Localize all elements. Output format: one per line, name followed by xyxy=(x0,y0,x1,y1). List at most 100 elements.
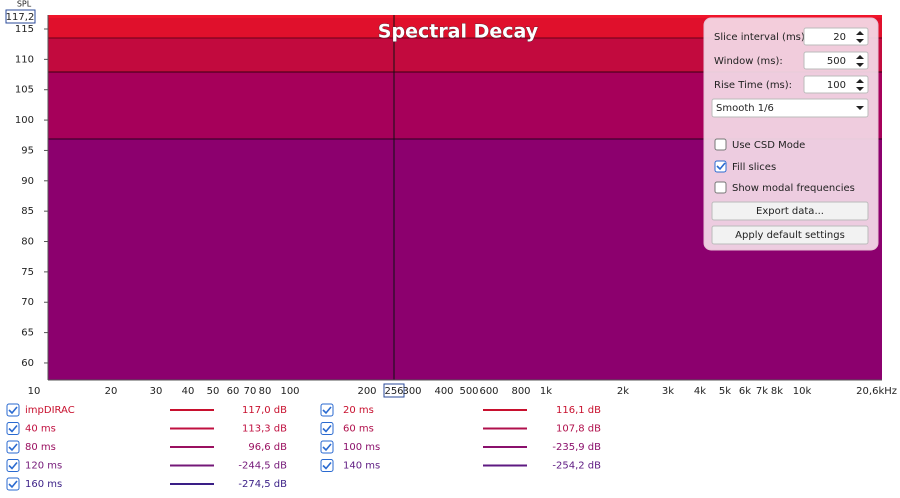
check-mark xyxy=(322,443,332,452)
plot-title: Spectral Decay xyxy=(378,21,539,43)
check-mark xyxy=(8,461,18,470)
dropdown-arrow xyxy=(856,106,864,110)
x-tick-label: 4k xyxy=(694,386,706,397)
series-value: 113,3 dB xyxy=(242,424,287,435)
x-tick-label: 400 xyxy=(434,386,453,397)
series-name[interactable]: 80 ms xyxy=(25,442,56,453)
checkbox-label[interactable]: Fill slices xyxy=(732,162,776,173)
checkbox-label[interactable]: Show modal frequencies xyxy=(732,183,855,194)
x-tick-label: 8k xyxy=(771,386,783,397)
x-ticks: 10 20 30 40 50 60 70 80 100 200 300 400 500 600 800 1k 2… xyxy=(28,386,897,397)
check-mark xyxy=(8,424,18,433)
x-tick-label: 5k xyxy=(719,386,731,397)
button[interactable] xyxy=(711,201,869,221)
series-value: -254,2 dB xyxy=(552,461,601,472)
checkbox[interactable] xyxy=(320,459,334,472)
button[interactable] xyxy=(711,225,869,245)
check-mark xyxy=(8,480,18,489)
checkbox[interactable] xyxy=(320,403,334,417)
series-value: 116,1 dB xyxy=(556,405,601,416)
check-mark xyxy=(322,406,332,415)
series-name[interactable]: impDIRAC xyxy=(25,405,75,416)
y-tick-label: 95 xyxy=(21,145,34,156)
y-tick-label: 70 xyxy=(21,297,34,308)
checkbox[interactable] xyxy=(6,477,20,491)
y-axis-label: SPL xyxy=(17,0,32,9)
x-tick-label: 1k xyxy=(540,386,552,397)
legend: impDIRAC 117,0 dB 20 ms 116,1 dB 40 ms 113,3 … xyxy=(6,403,601,491)
x-tick-label: 100 xyxy=(280,386,299,397)
x-tick-label: 70 xyxy=(244,386,257,397)
series-value: 96,6 dB xyxy=(248,442,287,453)
x-tick-label: 80 xyxy=(259,386,272,397)
check-mark xyxy=(716,162,726,171)
check-mark xyxy=(322,424,332,433)
spin-value[interactable]: 500 xyxy=(827,56,846,67)
slice-fill xyxy=(48,15,882,18)
y-tick-label: 80 xyxy=(21,237,34,248)
checkbox[interactable] xyxy=(714,138,727,151)
spinbox[interactable] xyxy=(803,75,869,94)
x-tick-label: 20 xyxy=(105,386,118,397)
spin-value[interactable]: 20 xyxy=(833,32,846,43)
checkbox[interactable] xyxy=(6,403,20,417)
button-label[interactable]: Export data... xyxy=(756,206,824,217)
button-label[interactable]: Apply default settings xyxy=(735,230,845,241)
spinbox[interactable] xyxy=(803,51,869,70)
x-tick-label: 50 xyxy=(207,386,220,397)
checkbox-label[interactable]: Use CSD Mode xyxy=(732,140,805,151)
y-tick-label: 110 xyxy=(15,54,34,65)
x-tick-label: 30 xyxy=(150,386,163,397)
checkbox[interactable] xyxy=(6,422,20,435)
checkbox[interactable] xyxy=(714,181,727,194)
x-tick-label: 40 xyxy=(182,386,195,397)
x-tick-label: 2k xyxy=(617,386,629,397)
series-value: -235,9 dB xyxy=(552,442,601,453)
series-name[interactable]: 100 ms xyxy=(343,442,380,453)
checkbox[interactable] xyxy=(320,422,334,435)
control-panel: Slice interval (ms): 20 Window (ms): 500… xyxy=(703,17,879,251)
cursor-y-box xyxy=(5,9,36,24)
x-tick-label: 800 xyxy=(511,386,530,397)
y-ticks: 115 110 105 100 95 90 85 80 75 70 65 60 xyxy=(15,24,48,369)
series-name[interactable]: 160 ms xyxy=(25,479,62,490)
dropdown-value[interactable]: Smooth 1/6 xyxy=(716,103,774,114)
x-tick-label: 10k xyxy=(793,386,812,397)
checkbox[interactable] xyxy=(6,440,20,454)
series-name[interactable]: 20 ms xyxy=(343,405,374,416)
cursor-x-value: 256 xyxy=(384,386,403,397)
y-tick-label: 105 xyxy=(15,85,34,96)
x-tick-label: 60 xyxy=(227,386,240,397)
slice-fill xyxy=(48,15,882,38)
dropdown[interactable] xyxy=(711,98,869,118)
label: Rise Time (ms): xyxy=(714,80,792,91)
x-tick-label: 6k xyxy=(739,386,751,397)
y-tick-label: 115 xyxy=(15,24,34,35)
spinbox[interactable] xyxy=(803,27,869,46)
series-value: 107,8 dB xyxy=(556,424,601,435)
y-tick-label: 100 xyxy=(15,115,34,126)
cursor-x-box xyxy=(383,383,405,398)
series-name[interactable]: 60 ms xyxy=(343,424,374,435)
x-tick-label: 600 xyxy=(479,386,498,397)
checkbox[interactable] xyxy=(714,160,727,173)
y-tick-label: 85 xyxy=(21,206,34,217)
x-tick-label: 10 xyxy=(28,386,41,397)
cursor-y-value: 117,2 xyxy=(6,12,35,23)
checkbox[interactable] xyxy=(6,459,20,472)
y-tick-label: 60 xyxy=(21,358,34,369)
check-mark xyxy=(8,406,18,415)
spin-arrows xyxy=(856,31,864,91)
series-name[interactable]: 140 ms xyxy=(343,461,380,472)
series-name[interactable]: 40 ms xyxy=(25,424,56,435)
y-tick-label: 75 xyxy=(21,267,34,278)
x-tick-label: 7k xyxy=(756,386,768,397)
checkbox[interactable] xyxy=(320,440,334,454)
y-tick-label: 65 xyxy=(21,328,34,339)
x-tick-label: 200 xyxy=(357,386,376,397)
check-mark xyxy=(8,443,18,452)
x-tick-label: 300 xyxy=(402,386,421,397)
spin-value[interactable]: 100 xyxy=(827,80,846,91)
x-tick-label: 20,6kHz xyxy=(856,386,897,397)
series-name[interactable]: 120 ms xyxy=(25,461,62,472)
